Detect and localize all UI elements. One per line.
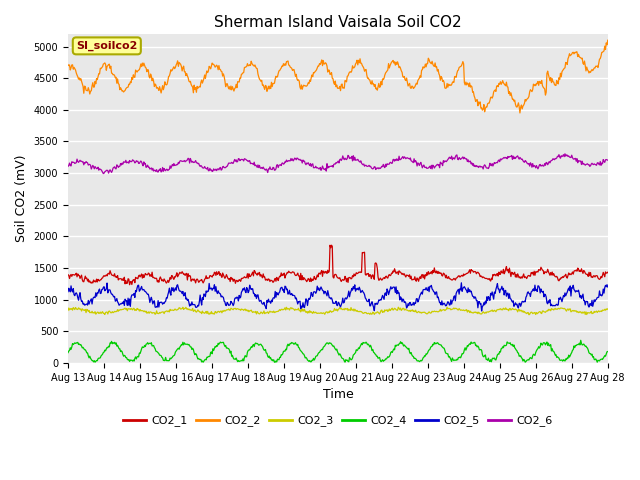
X-axis label: Time: Time xyxy=(323,388,353,401)
Title: Sherman Island Vaisala Soil CO2: Sherman Island Vaisala Soil CO2 xyxy=(214,15,461,30)
Legend: CO2_1, CO2_2, CO2_3, CO2_4, CO2_5, CO2_6: CO2_1, CO2_2, CO2_3, CO2_4, CO2_5, CO2_6 xyxy=(119,411,557,431)
Y-axis label: Soil CO2 (mV): Soil CO2 (mV) xyxy=(15,155,28,242)
Text: SI_soilco2: SI_soilco2 xyxy=(76,41,138,51)
